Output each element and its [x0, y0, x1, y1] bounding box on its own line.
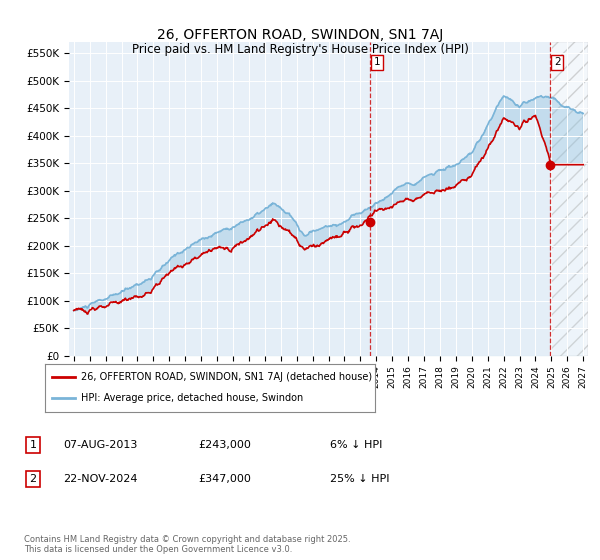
Text: 2: 2 [554, 57, 560, 67]
Text: 2: 2 [29, 474, 37, 484]
Text: £243,000: £243,000 [198, 440, 251, 450]
Text: 6% ↓ HPI: 6% ↓ HPI [330, 440, 382, 450]
Text: 26, OFFERTON ROAD, SWINDON, SN1 7AJ (detached house): 26, OFFERTON ROAD, SWINDON, SN1 7AJ (det… [82, 372, 373, 382]
Text: 22-NOV-2024: 22-NOV-2024 [63, 474, 137, 484]
Text: £347,000: £347,000 [198, 474, 251, 484]
Text: Price paid vs. HM Land Registry's House Price Index (HPI): Price paid vs. HM Land Registry's House … [131, 43, 469, 55]
Text: 07-AUG-2013: 07-AUG-2013 [63, 440, 137, 450]
Text: HPI: Average price, detached house, Swindon: HPI: Average price, detached house, Swin… [82, 393, 304, 403]
Text: 1: 1 [29, 440, 37, 450]
Text: Contains HM Land Registry data © Crown copyright and database right 2025.
This d: Contains HM Land Registry data © Crown c… [24, 535, 350, 554]
Text: 26, OFFERTON ROAD, SWINDON, SN1 7AJ: 26, OFFERTON ROAD, SWINDON, SN1 7AJ [157, 28, 443, 42]
Text: 25% ↓ HPI: 25% ↓ HPI [330, 474, 389, 484]
Text: 1: 1 [374, 57, 380, 67]
